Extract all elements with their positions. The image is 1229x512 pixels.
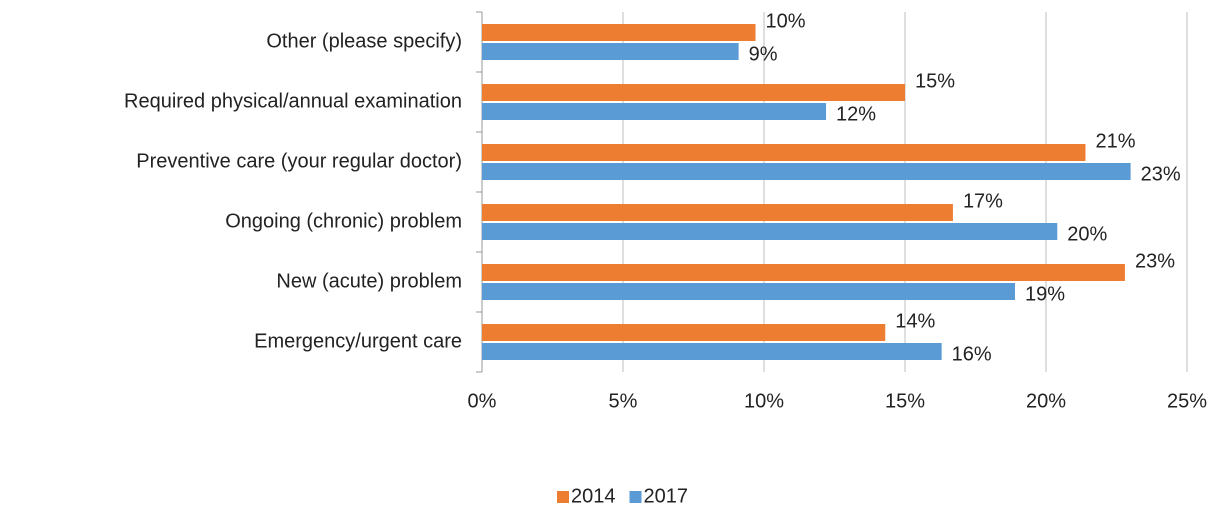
x-tick-label: 15% <box>885 390 925 412</box>
legend-swatch <box>557 491 569 503</box>
bar <box>482 163 1131 180</box>
y-tick-label: New (acute) problem <box>276 270 462 292</box>
data-label: 20% <box>1067 223 1107 245</box>
data-label: 9% <box>749 43 778 65</box>
bar <box>482 84 905 101</box>
bar <box>482 144 1086 161</box>
y-tick-label: Ongoing (chronic) problem <box>225 210 462 232</box>
y-tick-label: Other (please specify) <box>266 30 462 52</box>
data-label: 17% <box>963 190 1003 212</box>
x-tick-label: 5% <box>609 390 638 412</box>
bar <box>482 343 942 360</box>
y-tick-label: Emergency/urgent care <box>254 330 462 352</box>
data-label: 14% <box>895 310 935 332</box>
bar <box>482 103 827 120</box>
legend-swatch <box>629 491 642 503</box>
bar <box>482 324 886 341</box>
data-label: 21% <box>1095 130 1135 152</box>
y-tick-label: Preventive care (your regular doctor) <box>136 150 462 172</box>
bar <box>482 204 953 221</box>
x-tick-label: 25% <box>1167 390 1207 412</box>
bar <box>482 43 739 60</box>
bar <box>482 283 1015 300</box>
data-label: 10% <box>766 10 806 32</box>
x-tick-label: 20% <box>1026 390 1066 412</box>
y-tick-label: Required physical/annual examination <box>124 90 462 112</box>
bar <box>482 264 1125 281</box>
bar <box>482 24 756 41</box>
data-label: 15% <box>915 70 955 92</box>
data-label: 23% <box>1135 250 1175 272</box>
legend-label: 2017 <box>644 485 689 507</box>
data-label: 16% <box>952 343 992 365</box>
x-tick-label: 0% <box>468 390 497 412</box>
x-tick-label: 10% <box>744 390 784 412</box>
data-label: 19% <box>1025 283 1065 305</box>
data-label: 23% <box>1141 163 1181 185</box>
legend-label: 2014 <box>571 485 616 507</box>
data-label: 12% <box>836 103 876 125</box>
bar <box>482 223 1058 240</box>
